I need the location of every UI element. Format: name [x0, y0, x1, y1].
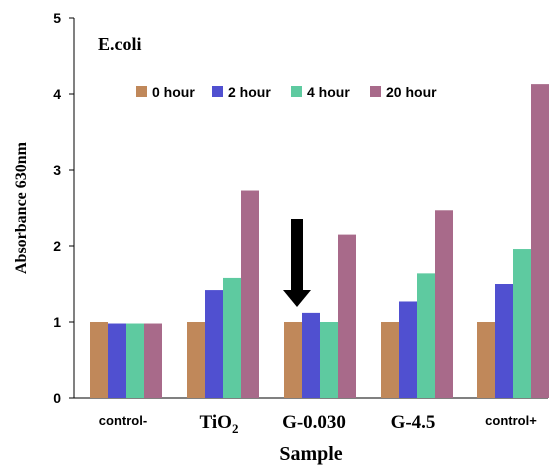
y-axis-title: Absorbance 630nm: [13, 141, 30, 274]
legend-label: 4 hour: [307, 84, 350, 100]
bar-20-hour-1: [241, 190, 259, 398]
bar-2-hour-3: [399, 301, 417, 398]
legend-swatch: [291, 86, 302, 97]
bar-4-hour-4: [513, 249, 531, 398]
bar-0-hour-2: [284, 322, 302, 398]
x-category-label: G-4.5: [391, 412, 436, 433]
legend-swatch: [212, 86, 223, 97]
y-tick-label: 2: [53, 238, 61, 254]
bar-4-hour-2: [320, 322, 338, 398]
x-category-label: control+: [485, 413, 537, 428]
bar-4-hour-0: [126, 323, 144, 398]
y-tick-label: 1: [53, 314, 61, 330]
legend-swatch: [370, 86, 381, 97]
bar-4-hour-3: [417, 273, 435, 398]
y-tick-label: 5: [53, 10, 61, 26]
legend-label: 2 hour: [228, 84, 271, 100]
bar-0-hour-3: [381, 322, 399, 398]
bar-20-hour-2: [338, 234, 356, 398]
arrow-head: [283, 290, 311, 307]
bar-0-hour-0: [90, 322, 108, 398]
bar-20-hour-3: [435, 210, 453, 398]
y-tick-label: 4: [53, 86, 61, 102]
arrow-marker: [283, 219, 311, 307]
bar-2-hour-2: [302, 312, 320, 398]
bar-2-hour-1: [205, 290, 223, 398]
arrow-shaft: [291, 219, 303, 294]
x-category-label: TiO2: [200, 412, 239, 436]
bar-0-hour-1: [187, 322, 205, 398]
x-axis-title: Sample: [279, 443, 342, 465]
bar-0-hour-4: [477, 322, 495, 398]
y-tick-label: 3: [53, 162, 61, 178]
bar-4-hour-1: [223, 277, 241, 398]
legend-swatch: [136, 86, 147, 97]
bar-2-hour-4: [495, 284, 513, 398]
y-tick-label: 0: [53, 390, 61, 406]
bar-20-hour-4: [531, 84, 549, 399]
legend-label: 20 hour: [386, 84, 437, 100]
legend-label: 0 hour: [152, 84, 195, 100]
annotation-label: E.coli: [98, 34, 142, 54]
bar-20-hour-0: [144, 323, 162, 398]
x-category-label: G-0.030: [282, 412, 346, 433]
x-category-label: control-: [99, 413, 147, 428]
bar-2-hour-0: [108, 323, 126, 398]
